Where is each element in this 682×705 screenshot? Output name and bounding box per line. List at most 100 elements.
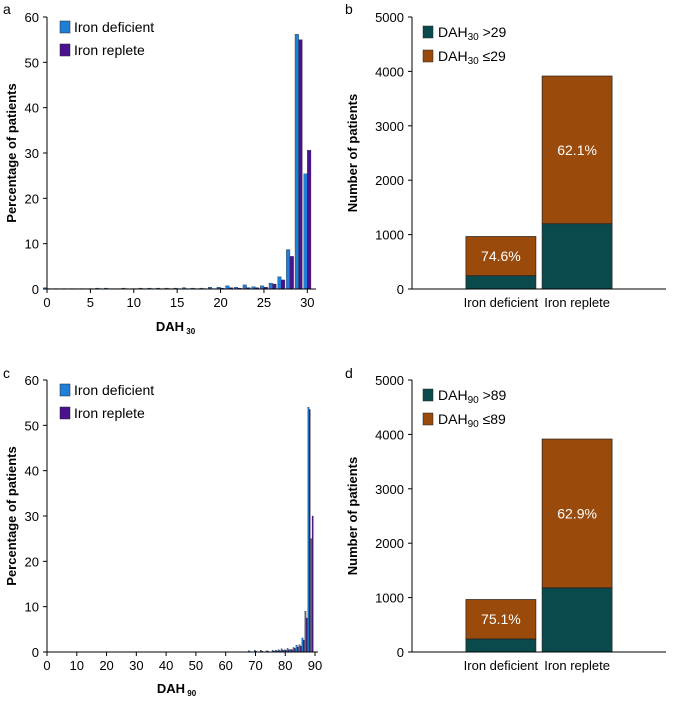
- legend-swatch-above: [422, 25, 434, 39]
- bar-c-deficient: [298, 644, 301, 653]
- y-tick-label: 2000: [375, 536, 404, 551]
- bar-c-deficient: [310, 538, 313, 653]
- x-tick-label: 60: [218, 658, 232, 673]
- y-tick-label: 0: [397, 282, 404, 297]
- stacked-bar-above: [541, 223, 613, 290]
- y-tick-label: 3000: [375, 119, 404, 134]
- legend-swatch-deficient: [59, 20, 71, 34]
- x-tick-label: 70: [248, 658, 262, 673]
- bar-a-deficient: [242, 284, 247, 290]
- x-tick-label: 20: [99, 658, 113, 673]
- y-tick-label: 10: [25, 600, 39, 615]
- y-axis-title: Number of patients: [345, 94, 360, 212]
- x-axis-title: DAH 30: [156, 319, 196, 336]
- legend-swatch-above: [422, 388, 434, 402]
- y-tick-label: 1000: [375, 228, 404, 243]
- bar-percent-label: 75.1%: [481, 611, 521, 627]
- bar-a-deficient: [277, 276, 282, 290]
- y-tick-label: 30: [25, 146, 39, 161]
- x-tick-label: 0: [43, 295, 50, 310]
- legend-label: Iron deficient: [74, 382, 154, 398]
- x-tick-label: 80: [278, 658, 292, 673]
- y-axis-title: Number of patients: [345, 457, 360, 575]
- legend-swatch-replete: [59, 43, 71, 57]
- bar-c-deficient: [286, 648, 289, 653]
- legend-swatch-below: [422, 49, 434, 63]
- legend-label: DAH90 ≤89: [438, 411, 506, 430]
- y-tick-label: 5000: [375, 10, 404, 25]
- stacked-bar-below: [541, 75, 613, 225]
- bar-a-replete: [272, 283, 277, 290]
- legend-swatch-replete: [59, 406, 71, 420]
- x-tick-label: 40: [159, 658, 173, 673]
- x-tick-label: 15: [170, 295, 184, 310]
- legend-label: Iron replete: [74, 42, 145, 58]
- legend-label: DAH90 >89: [438, 387, 507, 406]
- x-tick-label: 10: [70, 658, 84, 673]
- y-axis-title: Percentage of patients: [4, 83, 19, 222]
- bar-c-deficient: [304, 611, 307, 653]
- x-tick-label: 0: [43, 658, 50, 673]
- y-tick-label: 1000: [375, 591, 404, 606]
- y-tick-label: 60: [25, 373, 39, 388]
- x-category-label: Iron replete: [544, 295, 610, 310]
- bar-a-replete: [289, 256, 294, 290]
- panel-letter-a: a: [3, 1, 11, 17]
- stacked-bar-below: [541, 438, 613, 589]
- legend-swatch-below: [422, 412, 434, 426]
- bar-c-deficient: [307, 407, 310, 653]
- bar-c-deficient: [301, 637, 304, 653]
- stacked-bar-above: [465, 638, 537, 653]
- stacked-bar-above: [541, 587, 613, 653]
- bar-a-replete: [281, 279, 286, 290]
- y-axis-title: Percentage of patients: [4, 446, 19, 585]
- panel-letter-b: b: [345, 1, 353, 17]
- bar-a-deficient: [286, 249, 291, 290]
- legend-label: DAH30 ≤29: [438, 48, 506, 67]
- bar-c-replete: [299, 645, 302, 653]
- bar-c-replete: [297, 646, 299, 653]
- bar-a-deficient: [268, 282, 273, 290]
- y-tick-label: 2000: [375, 173, 404, 188]
- bar-c-deficient: [292, 647, 295, 653]
- y-tick-label: 0: [32, 645, 39, 660]
- bar-c-replete: [305, 617, 308, 653]
- x-tick-label: 30: [300, 295, 314, 310]
- bar-c-deficient: [295, 645, 298, 653]
- y-tick-label: 4000: [375, 64, 404, 79]
- bar-a-deficient: [294, 34, 299, 290]
- x-tick-label: 25: [257, 295, 271, 310]
- legend-swatch-deficient: [59, 383, 71, 397]
- x-axis-title: DAH 90: [157, 681, 197, 698]
- legend-label: Iron deficient: [74, 19, 154, 35]
- y-tick-label: 30: [25, 509, 39, 524]
- bar-c-replete: [311, 515, 314, 653]
- panel-letter-c: c: [3, 365, 10, 381]
- y-tick-label: 20: [25, 554, 39, 569]
- bar-a-replete: [298, 39, 303, 290]
- x-tick-label: 10: [127, 295, 141, 310]
- bar-c-replete: [302, 640, 305, 653]
- y-tick-label: 4000: [375, 427, 404, 442]
- stacked-bar-below: [465, 599, 537, 640]
- y-tick-label: 60: [25, 10, 39, 25]
- x-tick-label: 5: [87, 295, 94, 310]
- y-tick-label: 10: [25, 237, 39, 252]
- bar-percent-label: 62.1%: [557, 142, 597, 158]
- x-tick-label: 30: [129, 658, 143, 673]
- y-tick-label: 5000: [375, 373, 404, 388]
- x-category-label: Iron deficient: [464, 658, 539, 673]
- y-tick-label: 40: [25, 464, 39, 479]
- bar-c-replete: [294, 648, 296, 653]
- bar-percent-label: 74.6%: [481, 248, 521, 264]
- y-tick-label: 50: [25, 55, 39, 70]
- legend-label: Iron replete: [74, 405, 145, 421]
- y-tick-label: 0: [32, 282, 39, 297]
- y-tick-label: 20: [25, 191, 39, 206]
- stacked-bar-above: [465, 275, 537, 290]
- legend-label: DAH30 >29: [438, 24, 507, 43]
- y-tick-label: 3000: [375, 482, 404, 497]
- x-category-label: Iron replete: [544, 658, 610, 673]
- y-tick-label: 0: [397, 645, 404, 660]
